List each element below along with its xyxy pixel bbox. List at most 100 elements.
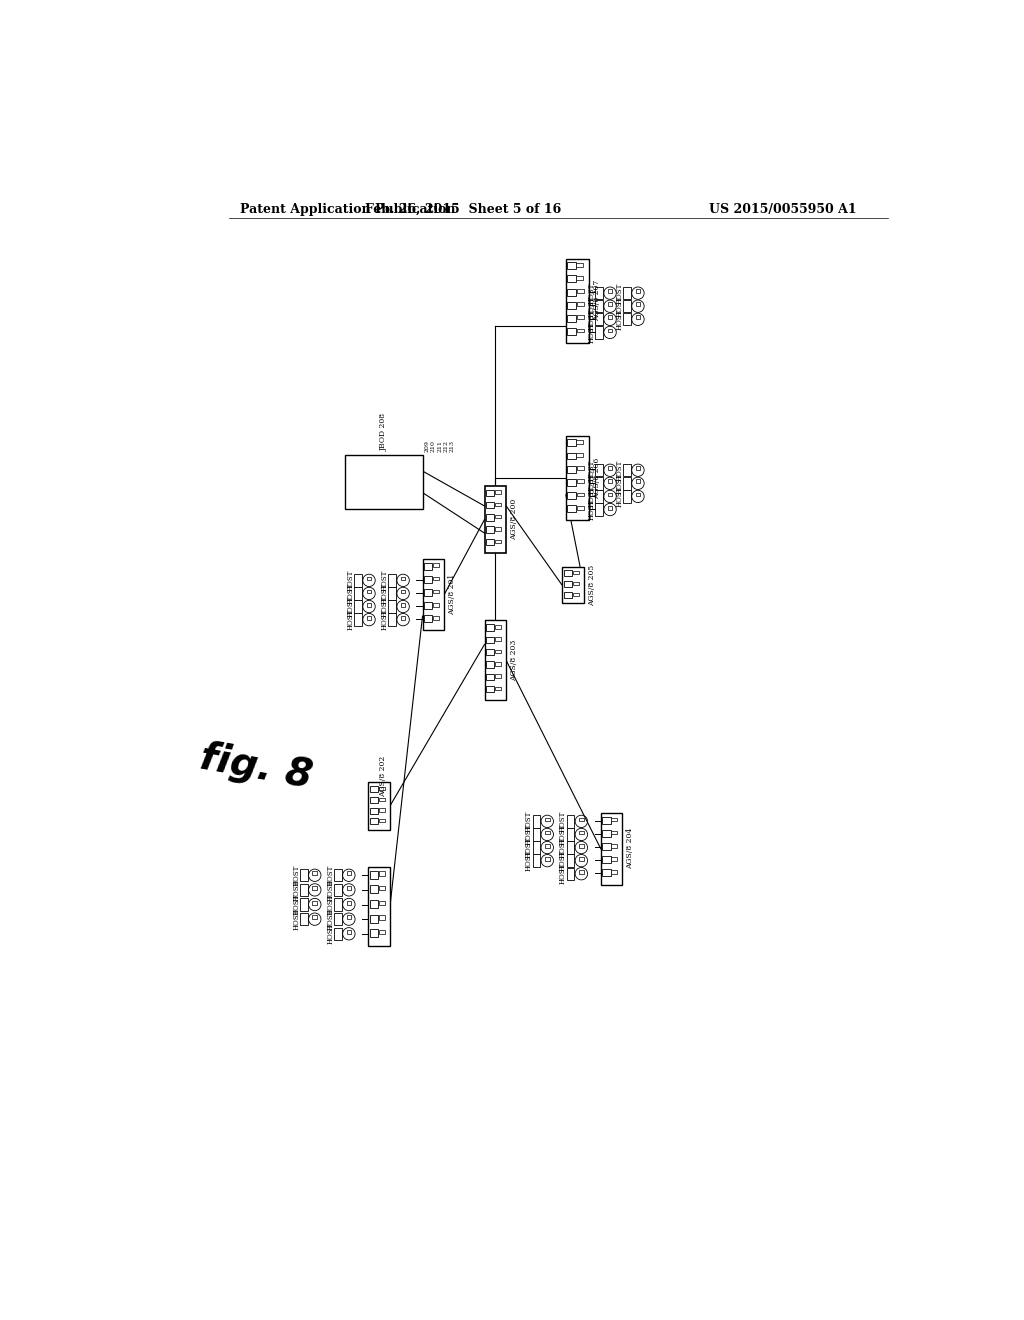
- Bar: [566, 436, 589, 520]
- Bar: [563, 581, 571, 587]
- Bar: [611, 870, 617, 874]
- Bar: [607, 492, 612, 496]
- Bar: [334, 884, 342, 896]
- Text: HOST: HOST: [588, 322, 595, 343]
- Bar: [423, 558, 444, 631]
- Bar: [300, 913, 308, 925]
- Bar: [578, 329, 584, 333]
- Bar: [400, 603, 406, 607]
- Bar: [367, 615, 372, 619]
- Bar: [578, 315, 584, 319]
- Bar: [388, 587, 396, 599]
- Bar: [607, 315, 612, 319]
- Bar: [433, 590, 439, 594]
- Bar: [354, 601, 362, 612]
- Text: HOST: HOST: [615, 459, 624, 480]
- Bar: [388, 614, 396, 626]
- Bar: [624, 465, 631, 477]
- Bar: [300, 869, 308, 882]
- Bar: [607, 302, 612, 306]
- Text: HOST: HOST: [327, 865, 334, 886]
- Bar: [636, 302, 640, 306]
- Bar: [563, 570, 571, 577]
- Bar: [400, 577, 406, 581]
- Bar: [578, 506, 584, 510]
- Bar: [595, 326, 603, 339]
- Bar: [566, 816, 574, 828]
- Bar: [312, 871, 317, 875]
- Bar: [367, 590, 372, 594]
- Text: HOST: HOST: [615, 282, 624, 304]
- Bar: [370, 929, 378, 937]
- Bar: [495, 663, 501, 665]
- Bar: [578, 302, 584, 306]
- Bar: [486, 636, 495, 643]
- Bar: [567, 327, 577, 335]
- Bar: [369, 867, 390, 946]
- Text: HOST: HOST: [327, 879, 334, 900]
- Bar: [545, 843, 550, 847]
- Bar: [595, 300, 603, 313]
- Bar: [424, 615, 432, 622]
- Text: HOST: HOST: [615, 296, 624, 317]
- Text: HOST: HOST: [615, 309, 624, 330]
- Bar: [486, 686, 495, 693]
- Text: AGS/8 200: AGS/8 200: [510, 499, 518, 540]
- Text: HOST: HOST: [524, 850, 532, 871]
- Bar: [486, 661, 495, 668]
- Text: 210: 210: [431, 440, 436, 451]
- Bar: [354, 574, 362, 586]
- Text: HOST: HOST: [327, 908, 334, 929]
- Bar: [345, 455, 423, 508]
- Bar: [567, 276, 575, 282]
- Bar: [495, 503, 501, 506]
- Bar: [379, 808, 385, 812]
- Bar: [424, 562, 432, 570]
- Bar: [595, 313, 603, 326]
- Bar: [566, 867, 574, 880]
- Bar: [532, 816, 541, 828]
- Bar: [495, 515, 501, 519]
- Bar: [346, 871, 351, 875]
- Bar: [636, 466, 640, 470]
- Bar: [595, 465, 603, 477]
- Bar: [400, 615, 406, 619]
- Bar: [566, 841, 574, 854]
- Bar: [567, 479, 577, 486]
- Bar: [607, 479, 612, 483]
- Bar: [334, 869, 342, 882]
- Bar: [433, 615, 439, 619]
- Text: HOST: HOST: [381, 595, 388, 618]
- Bar: [611, 817, 617, 821]
- Text: HOST: HOST: [559, 824, 566, 845]
- Text: HOST: HOST: [346, 609, 354, 631]
- Bar: [486, 624, 495, 631]
- Bar: [379, 929, 385, 935]
- Bar: [602, 817, 610, 824]
- Bar: [486, 490, 495, 496]
- Text: HOST: HOST: [292, 894, 300, 915]
- Bar: [545, 857, 550, 861]
- Text: HOST: HOST: [588, 282, 595, 304]
- Text: HOST: HOST: [524, 837, 532, 858]
- Bar: [563, 591, 571, 598]
- Bar: [424, 589, 432, 595]
- Bar: [495, 649, 501, 653]
- Bar: [346, 929, 351, 933]
- Bar: [300, 899, 308, 911]
- Text: fig. 8: fig. 8: [197, 738, 315, 795]
- Bar: [611, 857, 617, 861]
- Bar: [566, 829, 574, 841]
- Bar: [577, 263, 583, 267]
- Text: AGS/8 201: AGS/8 201: [449, 574, 456, 615]
- Bar: [545, 817, 550, 821]
- Bar: [433, 603, 439, 607]
- Bar: [369, 781, 390, 830]
- Bar: [602, 843, 610, 850]
- Bar: [370, 915, 378, 923]
- Text: AGS/8 205: AGS/8 205: [588, 565, 596, 606]
- Bar: [577, 453, 583, 457]
- Text: 212: 212: [443, 440, 449, 451]
- Bar: [562, 566, 584, 603]
- Text: JBOD 208: JBOD 208: [380, 413, 388, 451]
